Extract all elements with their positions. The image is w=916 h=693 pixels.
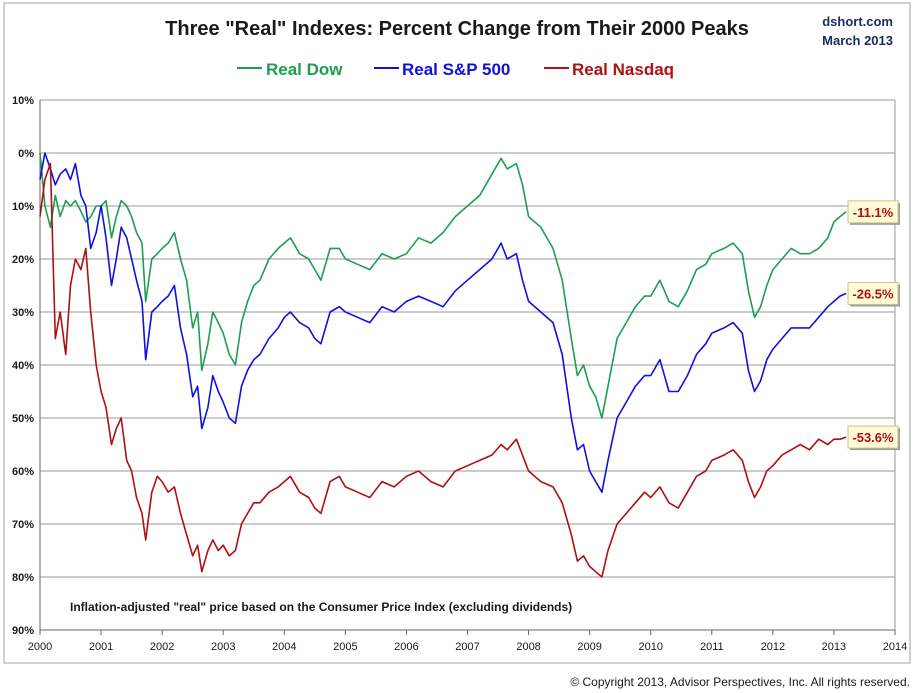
y-tick-label: 0% (18, 148, 34, 160)
y-tick-label: 70% (12, 519, 34, 531)
end-label-box (847, 281, 899, 305)
x-tick-label: 2002 (150, 641, 174, 653)
x-tick-label: 2009 (577, 641, 601, 653)
x-tick-label: 2007 (455, 641, 479, 653)
y-tick-label: 50% (12, 413, 34, 425)
x-tick-label: 2003 (211, 641, 235, 653)
chart-title: Three "Real" Indexes: Percent Change fro… (165, 18, 749, 40)
x-tick-label: 2004 (272, 641, 296, 653)
legend-label-real-dow: Real Dow (266, 60, 343, 79)
series-line-real-s-p-500 (39, 152, 847, 494)
series-line-real-dow (39, 152, 847, 419)
copyright-text: © Copyright 2013, Advisor Perspectives, … (570, 675, 910, 689)
y-tick-label: 20% (12, 254, 34, 266)
x-tick-label: 2013 (822, 641, 846, 653)
legend-label-real-nasdaq: Real Nasdaq (572, 60, 674, 79)
y-tick-label: 60% (12, 466, 34, 478)
source-label: dshort.com (822, 14, 893, 29)
x-tick-label: 2005 (333, 641, 357, 653)
y-tick-label: 40% (12, 360, 34, 372)
y-tick-label: 10% (12, 95, 34, 107)
x-tick-label: 2010 (638, 641, 662, 653)
x-tick-label: 2000 (28, 641, 52, 653)
series-lines (39, 152, 847, 578)
y-tick-label: 10% (12, 201, 34, 213)
end-label-real-s-p-500: -26.5% (852, 286, 894, 301)
date-label: March 2013 (822, 33, 893, 48)
end-label-real-dow: -11.1% (853, 205, 894, 220)
y-tick-label: 80% (12, 572, 34, 584)
series-line-real-nasdaq (39, 162, 847, 578)
x-tick-label: 2001 (89, 641, 113, 653)
end-label-box (847, 200, 899, 224)
x-tick-label: 2014 (883, 641, 907, 653)
end-label-real-nasdaq: -53.6% (852, 430, 894, 445)
axes: 10% 0% 10% 20% 30% 40% 50% 60% 70% 80% 90% 2000 2001… (12, 95, 907, 653)
x-tick-label: 2011 (700, 641, 724, 653)
x-tick-label: 2006 (394, 641, 418, 653)
methodology-note: Inflation-adjusted "real" price based on… (70, 600, 572, 614)
x-tick-label: 2012 (761, 641, 785, 653)
legend-label-real-sp500: Real S&P 500 (402, 60, 510, 79)
end-labels: -11.1% -26.5% -53.6% (847, 200, 900, 451)
y-tick-label: 30% (12, 307, 34, 319)
x-tick-label: 2008 (516, 641, 540, 653)
end-label-box (847, 425, 899, 449)
chart-frame (3, 2, 911, 664)
legend: Real Dow Real S&P 500 Real Nasdaq (237, 60, 674, 79)
y-tick-label: 90% (12, 625, 34, 637)
